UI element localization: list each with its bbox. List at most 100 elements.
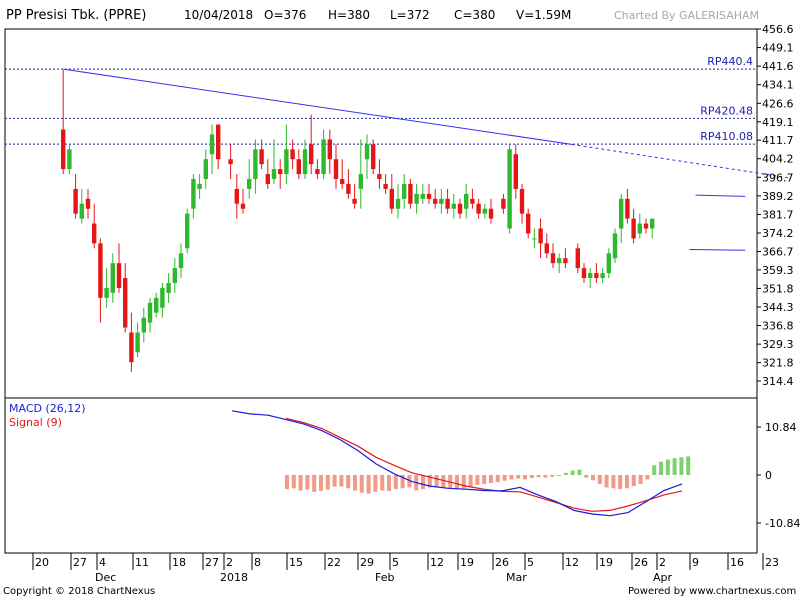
price-y-tick-label: 374.2 <box>762 227 794 240</box>
macd-histogram-bar <box>686 456 691 475</box>
candle-body <box>92 223 97 244</box>
macd-histogram-bar <box>495 475 500 483</box>
macd-histogram-bar <box>468 475 473 487</box>
candle-body <box>544 243 549 254</box>
quote-low: L=372 <box>390 8 430 22</box>
macd-histogram-bar <box>298 475 303 491</box>
quote-volume: V=1.59M <box>516 8 572 22</box>
candle-body <box>532 238 537 240</box>
macd-histogram-bar <box>591 475 595 481</box>
macd-histogram-bar <box>373 475 378 492</box>
candle-body <box>470 198 475 204</box>
candle-body <box>557 258 562 264</box>
x-tick-label: 19 <box>599 556 613 569</box>
macd-y-tick-label: -10.84 <box>765 517 800 530</box>
macd-histogram-bar <box>339 475 344 487</box>
x-tick-label: 9 <box>692 556 699 569</box>
candle-body <box>290 149 295 160</box>
macd-histogram-bar <box>366 475 371 494</box>
level-label-2: RP410.08 <box>700 130 753 143</box>
candle-body <box>371 144 376 170</box>
macd-line <box>231 410 683 517</box>
candle-body <box>302 149 308 175</box>
macd-histogram-bar <box>679 457 684 475</box>
macd-histogram-bar <box>523 475 527 480</box>
candle-body <box>637 223 642 234</box>
trendline <box>63 68 572 145</box>
candle-body <box>309 144 314 165</box>
candle-body <box>650 218 655 229</box>
macd-histogram-bar <box>570 470 575 475</box>
macd-legend: MACD (26,12) <box>9 402 86 415</box>
candle-body <box>619 198 624 229</box>
macd-histogram-bar <box>557 475 561 476</box>
candle-body <box>464 193 469 209</box>
candle-body <box>271 169 277 180</box>
candle-body <box>352 198 357 204</box>
candle-body <box>216 124 221 160</box>
candle-body <box>247 179 252 189</box>
price-y-tick-label: 321.8 <box>762 357 794 370</box>
macd-histogram-bar <box>421 475 425 490</box>
candle-body <box>228 159 233 165</box>
macd-histogram-bar <box>550 475 555 477</box>
candle-body <box>172 268 177 283</box>
macd-histogram-bar <box>577 469 582 475</box>
trendline-extension <box>571 143 789 179</box>
candle-body <box>420 193 425 199</box>
candle-body <box>147 302 153 323</box>
quote-open: O=376 <box>264 8 307 22</box>
channel-lower-line <box>689 249 746 251</box>
signal-line <box>285 417 683 512</box>
x-tick-label: 26 <box>634 556 648 569</box>
macd-histogram-bar <box>625 475 629 489</box>
price-y-tick-label: 366.7 <box>762 246 794 259</box>
candle-body <box>588 273 593 279</box>
candle-body <box>631 218 636 239</box>
x-tick-label: 2 <box>659 556 666 569</box>
x-tick-label: 19 <box>460 556 474 569</box>
x-tick-label: 20 <box>35 556 49 569</box>
price-y-tick-label: 426.6 <box>762 97 794 110</box>
macd-histogram-bar <box>455 475 459 490</box>
footer-powered[interactable]: Powered by www.chartnexus.com <box>628 586 797 597</box>
candle-body <box>79 203 84 219</box>
candle-body <box>389 188 394 209</box>
candle-body <box>507 149 512 229</box>
candle-body <box>408 183 413 204</box>
candle-body <box>85 198 91 209</box>
x-tick-label: 27 <box>73 556 87 569</box>
candle-body <box>402 183 407 199</box>
candle-body <box>61 129 66 170</box>
macd-histogram-bar <box>618 475 623 490</box>
macd-histogram-bar <box>529 475 534 479</box>
candle-body <box>98 243 103 298</box>
x-month-label: 2018 <box>220 571 248 584</box>
candle-body <box>476 203 481 214</box>
candle-body <box>67 149 72 170</box>
price-y-tick-label: 329.3 <box>762 338 794 351</box>
quote-date: 10/04/2018 <box>184 8 254 22</box>
candle-body <box>377 174 382 180</box>
x-month-label: Mar <box>506 571 527 584</box>
candle-body <box>73 188 78 214</box>
macd-histogram-bar <box>400 475 405 489</box>
candle-body <box>538 228 543 244</box>
macd-histogram-bar <box>387 475 391 491</box>
macd-histogram-bar <box>597 475 602 484</box>
candle-body <box>209 134 215 155</box>
candle-body <box>439 198 444 204</box>
macd-histogram-bar <box>672 458 677 475</box>
candle-body <box>259 149 264 165</box>
candle-body <box>340 179 345 184</box>
stock-title: PP Presisi Tbk. (PPRE) <box>6 8 147 23</box>
price-y-tick-label: 404.2 <box>762 153 794 166</box>
price-panel <box>4 28 758 399</box>
x-tick-label: 18 <box>172 556 186 569</box>
candle-body <box>563 258 568 264</box>
price-y-tick-label: 434.1 <box>762 79 794 92</box>
price-y-tick-label: 351.8 <box>762 282 794 295</box>
x-month-label: Dec <box>95 571 116 584</box>
candle-body <box>333 159 339 180</box>
